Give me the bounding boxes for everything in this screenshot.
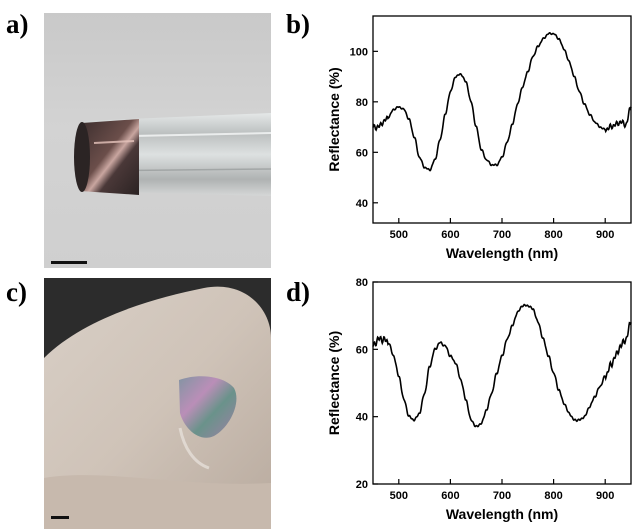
reflectance-chart-b: 500 600 700 800 900 40 60 80 100 Wavelength (nm) R… bbox=[326, 15, 632, 261]
x-tick-label: 500 bbox=[390, 490, 408, 502]
panel-label-d: d) bbox=[286, 277, 311, 307]
y-tick-label: 20 bbox=[356, 479, 368, 491]
x-tick-label: 600 bbox=[441, 490, 459, 502]
x-axis-label: Wavelength (nm) bbox=[446, 245, 558, 261]
x-tick-label: 600 bbox=[441, 229, 459, 241]
panel-label-b: b) bbox=[286, 9, 311, 39]
x-tick-label: 900 bbox=[596, 490, 614, 502]
y-axis-label: Reflectance (%) bbox=[326, 67, 342, 171]
hand-with-film-photo bbox=[44, 278, 271, 529]
x-tick-label: 500 bbox=[390, 229, 408, 241]
x-tick-label: 800 bbox=[544, 229, 562, 241]
plot-frame bbox=[372, 281, 632, 485]
y-tick-label: 40 bbox=[356, 198, 368, 210]
scale-bar bbox=[51, 261, 87, 264]
reflectance-chart-d: 500 600 700 800 900 20 40 60 80 Wavelength (nm) Re… bbox=[326, 277, 632, 522]
x-tick-label: 700 bbox=[493, 229, 511, 241]
y-axis-label: Reflectance (%) bbox=[326, 331, 342, 435]
y-tick-label: 40 bbox=[356, 412, 368, 424]
hand-illustration bbox=[44, 286, 271, 529]
y-tick-label: 100 bbox=[350, 46, 368, 58]
x-tick-label: 800 bbox=[544, 490, 562, 502]
panel-label-a: a) bbox=[6, 9, 29, 39]
reflectance-series-line bbox=[372, 303, 632, 428]
y-tick-label: 80 bbox=[356, 277, 368, 289]
x-axis-label: Wavelength (nm) bbox=[446, 506, 558, 522]
scale-bar bbox=[51, 516, 69, 519]
glass-rod-illustration bbox=[74, 113, 271, 196]
y-tick-label: 80 bbox=[356, 97, 368, 109]
glass-rod-with-film-photo bbox=[44, 13, 271, 268]
x-tick-label: 900 bbox=[596, 229, 614, 241]
y-tick-label: 60 bbox=[356, 344, 368, 356]
y-tick-label: 60 bbox=[356, 147, 368, 159]
x-tick-label: 700 bbox=[493, 490, 511, 502]
panel-label-c: c) bbox=[6, 277, 27, 307]
reflectance-series-line bbox=[372, 32, 632, 172]
